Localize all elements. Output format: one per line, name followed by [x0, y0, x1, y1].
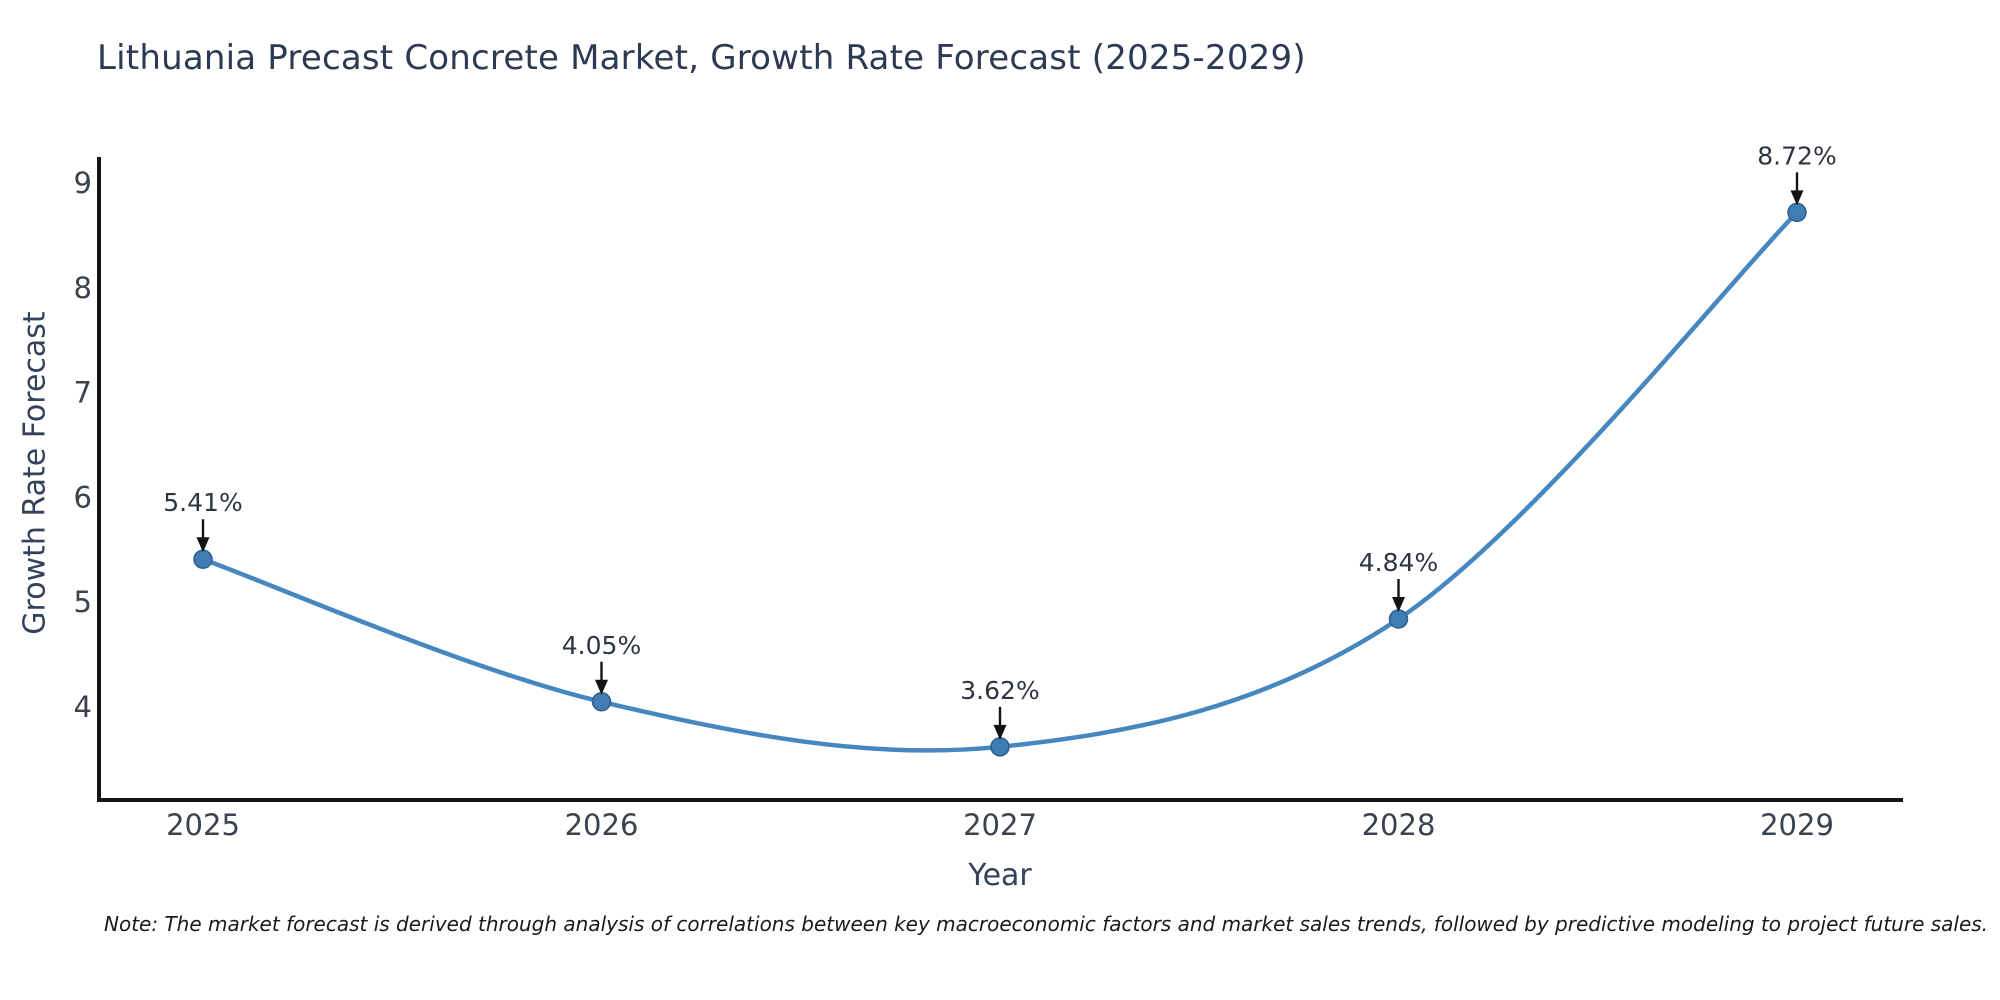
data-point-2029: [1787, 202, 1807, 223]
annotation-arrowhead-icon: [1790, 190, 1804, 206]
y-tick-label: 9: [74, 166, 92, 200]
x-tick-label: 2027: [963, 808, 1037, 842]
y-tick-label: 7: [74, 376, 92, 410]
annotation-arrowhead-icon: [1392, 596, 1405, 612]
annotation-label-2025: 5.41%: [163, 488, 242, 517]
x-tick-label: 2029: [1760, 808, 1834, 842]
x-tick-label: 2026: [565, 808, 639, 842]
annotation-arrowhead-icon: [595, 679, 608, 695]
data-point-2025: [193, 549, 213, 569]
annotation-label-2028: 4.84%: [1359, 548, 1438, 577]
data-point-2028: [1388, 609, 1409, 629]
annotation-label-2029: 8.72%: [1757, 141, 1836, 170]
x-axis-title: Year: [968, 858, 1032, 893]
data-point-2026: [591, 692, 612, 712]
annotation-label-2027: 3.62%: [960, 676, 1039, 705]
data-point-2027: [990, 737, 1010, 757]
annotation-arrowhead-icon: [993, 724, 1007, 740]
y-tick-label: 4: [74, 690, 92, 724]
annotation-arrowhead-icon: [196, 537, 210, 553]
footnote: Note: The market forecast is derived thr…: [104, 912, 1989, 936]
x-tick-label: 2028: [1362, 808, 1436, 842]
y-tick-label: 8: [74, 271, 92, 305]
y-tick-label: 6: [74, 480, 92, 514]
chart-title: Lithuania Precast Concrete Market, Growt…: [97, 38, 1306, 78]
annotation-label-2026: 4.05%: [562, 631, 641, 660]
y-tick-label: 5: [74, 585, 92, 619]
x-tick-label: 2025: [166, 808, 240, 842]
trend-line: [200, 210, 1800, 753]
